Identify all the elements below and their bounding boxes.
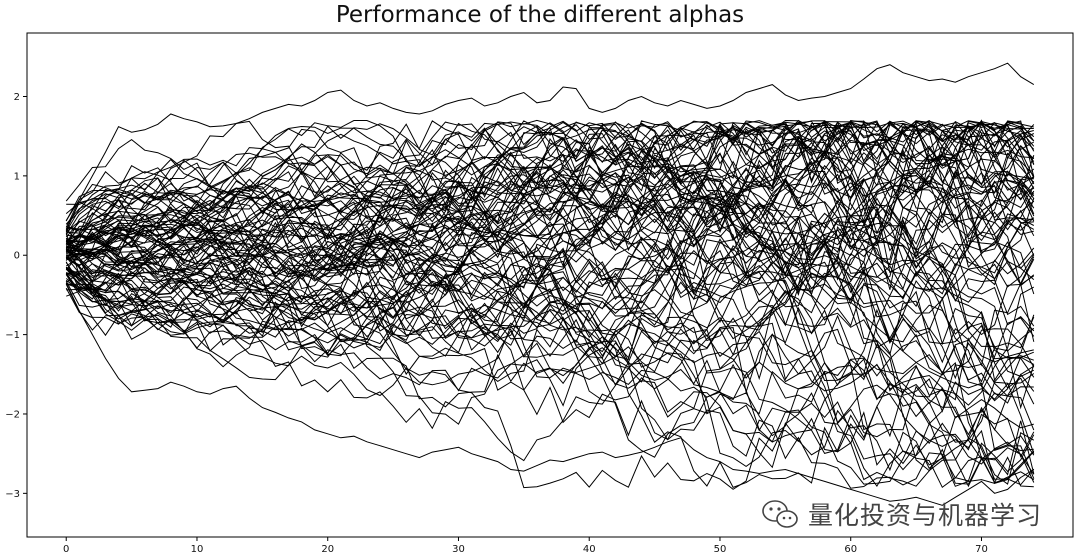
series-line-1 <box>65 282 1035 506</box>
series-line-69 <box>65 195 1035 454</box>
series-layer <box>65 62 1035 506</box>
wechat-icon <box>762 500 798 528</box>
series-line-46 <box>65 209 1034 441</box>
series-line-98 <box>65 262 1035 472</box>
series-line-90 <box>66 120 1035 377</box>
series-line-67 <box>65 120 1035 327</box>
series-line-70 <box>65 119 1035 264</box>
series-line-73 <box>65 164 1035 334</box>
series-line-33 <box>65 256 1035 454</box>
series-line-94 <box>65 268 1035 489</box>
series-line-85 <box>65 232 1035 490</box>
series-line-57 <box>66 120 1035 248</box>
series-line-39 <box>65 120 1035 424</box>
x-axis: 0 10 20 30 40 50 60 70 <box>63 537 988 555</box>
series-line-47 <box>65 274 1035 488</box>
series-line-95 <box>66 141 1035 388</box>
series-line-53 <box>65 237 1035 343</box>
y-tick-label: 2 <box>14 92 20 103</box>
x-tick-label: 20 <box>321 544 334 555</box>
series-line-17 <box>65 126 1035 232</box>
series-line-6 <box>66 238 1035 406</box>
series-line-58 <box>66 193 1035 368</box>
series-line-81 <box>65 121 1034 379</box>
series-line-50 <box>66 120 1035 253</box>
series-line-82 <box>66 155 1035 322</box>
series-line-86 <box>65 178 1035 300</box>
watermark-text: 量化投资与机器学习 <box>808 501 1043 530</box>
series-line-75 <box>66 119 1035 249</box>
chart-title: Performance of the different alphas <box>335 2 745 28</box>
x-tick-label: 30 <box>452 544 465 555</box>
series-line-48 <box>66 227 1035 475</box>
axes-frame <box>26 32 1074 538</box>
x-tick-label: 60 <box>844 544 857 555</box>
y-tick-label: −1 <box>5 330 20 341</box>
y-tick-label: −2 <box>5 409 20 420</box>
series-line-84 <box>66 119 1035 278</box>
series-line-60 <box>65 121 1035 331</box>
series-line-87 <box>65 121 1034 273</box>
series-line-63 <box>66 261 1035 489</box>
x-tick-label: 0 <box>63 544 69 555</box>
watermark: 量化投资与机器学习 <box>760 494 1042 534</box>
series-line-0 <box>65 62 1035 228</box>
series-line-74 <box>66 120 1034 249</box>
y-tick-label: 0 <box>14 251 20 262</box>
series-line-65 <box>66 170 1035 296</box>
series-line-92 <box>65 120 1035 266</box>
series-line-64 <box>65 195 1035 487</box>
series-line-99 <box>65 237 1035 479</box>
series-line-91 <box>65 125 1035 281</box>
y-axis: −3 −2 −1 0 1 2 <box>5 92 27 500</box>
series-line-32 <box>65 120 1035 246</box>
x-tick-label: 10 <box>191 544 204 555</box>
series-line-66 <box>65 142 1034 382</box>
x-tick-label: 50 <box>714 544 727 555</box>
series-line-89 <box>65 120 1035 236</box>
series-line-3 <box>65 120 1035 281</box>
y-tick-label: 1 <box>14 171 20 182</box>
x-tick-label: 40 <box>583 544 596 555</box>
series-line-96 <box>66 249 1035 444</box>
series-line-40 <box>65 119 1034 283</box>
series-line-88 <box>65 169 1035 321</box>
x-tick-label: 70 <box>975 544 988 555</box>
series-line-79 <box>66 170 1035 347</box>
series-line-80 <box>65 213 1035 392</box>
series-line-14 <box>66 237 1035 471</box>
series-line-71 <box>65 126 1035 286</box>
y-tick-label: −3 <box>5 489 20 500</box>
series-line-45 <box>66 134 1035 299</box>
